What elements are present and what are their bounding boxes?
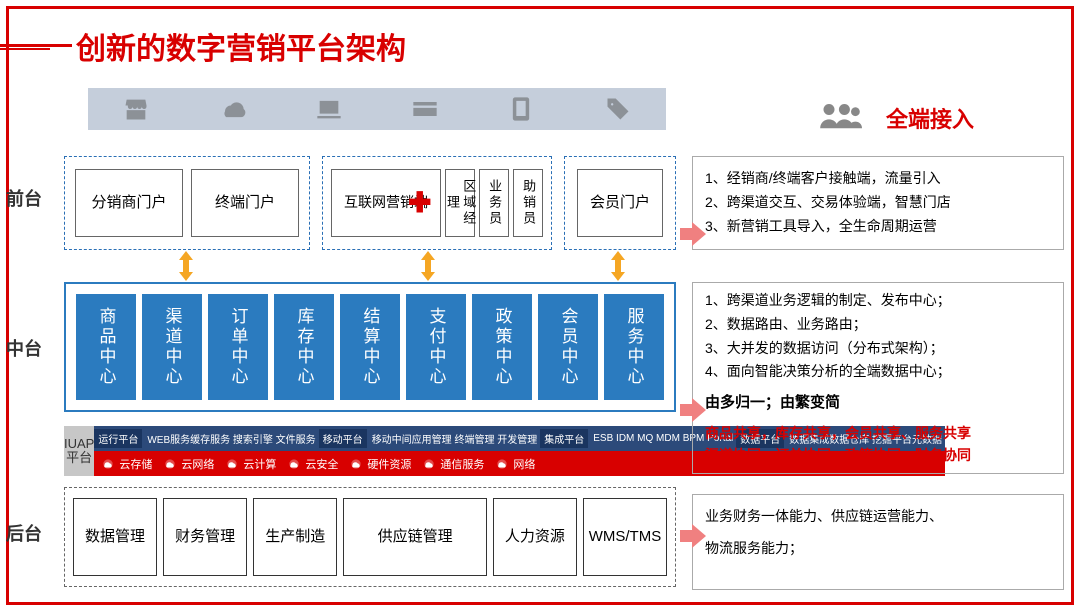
mid-container: 商品中心渠道中心订单中心库存中心结算中心支付中心政策中心会员中心服务中心 bbox=[64, 282, 676, 412]
mid-center-box: 政策中心 bbox=[472, 294, 532, 400]
iuap-service: 云计算 bbox=[224, 456, 276, 472]
mid-center-box: 库存中心 bbox=[274, 294, 334, 400]
row-label-mid: 中台 bbox=[0, 335, 42, 361]
mid-center-box: 结算中心 bbox=[340, 294, 400, 400]
desc-line: 3、大并发的数据访问（分布式架构）； bbox=[705, 337, 1051, 361]
front-group-3: 会员门户 bbox=[564, 156, 676, 250]
desc-line: 3、新营销工具导入，全生命周期运营 bbox=[705, 215, 1051, 239]
iuap-service: 云网络 bbox=[162, 456, 214, 472]
people-icon bbox=[818, 100, 862, 130]
front-box: 助销员 bbox=[513, 169, 543, 237]
back-box: 生产制造 bbox=[253, 498, 337, 576]
arrow-updown-icon bbox=[418, 251, 438, 281]
desc-red-line: 商品共享，库存共享，会员共享、服务共享 bbox=[705, 422, 1051, 444]
back-box: 财务管理 bbox=[163, 498, 247, 576]
title-accent-2 bbox=[0, 48, 50, 50]
tag-icon bbox=[601, 95, 635, 123]
tablet-icon bbox=[504, 95, 538, 123]
iuap-service: 硬件资源 bbox=[348, 456, 411, 472]
row-label-front: 前台 bbox=[0, 185, 42, 211]
iuap-service: 网络 bbox=[494, 456, 535, 472]
front-box: 区域经理 bbox=[445, 169, 475, 237]
desc-panel-3: 业务财务一体能力、供应链运营能力、物流服务能力； bbox=[692, 494, 1064, 590]
right-title: 全端接入 bbox=[886, 102, 974, 134]
desc-panel-2: 1、跨渠道业务逻辑的制定、发布中心；2、数据路由、业务路由；3、大并发的数据访问… bbox=[692, 282, 1064, 474]
laptop-icon bbox=[312, 95, 346, 123]
mid-center-box: 支付中心 bbox=[406, 294, 466, 400]
desc-line: 1、跨渠道业务逻辑的制定、发布中心； bbox=[705, 289, 1051, 313]
desc-line: 业务财务一体能力、供应链运营能力、 bbox=[705, 505, 1051, 529]
front-box: 业务员 bbox=[479, 169, 509, 237]
page-title: 创新的数字营销平台架构 bbox=[76, 24, 406, 68]
cloud-cart-icon bbox=[215, 95, 249, 123]
front-box: 会员门户 bbox=[577, 169, 663, 237]
mid-center-box: 会员中心 bbox=[538, 294, 598, 400]
desc-panel-1: 1、经销商/终端客户接触端，流量引入2、跨渠道交互、交易体验端，智慧门店3、新营… bbox=[692, 156, 1064, 250]
iuap-label: IUAP平台 bbox=[64, 426, 94, 476]
back-container: 数据管理财务管理生产制造供应链管理人力资源WMS/TMS bbox=[64, 487, 676, 587]
front-group-2: 互联网营销端 区域经理 业务员 助销员 bbox=[322, 156, 552, 250]
channel-icon-bar bbox=[88, 88, 666, 130]
desc-red-line: 渠道协同，订单协同，政策协同、财务协同 bbox=[705, 444, 1051, 466]
desc-line: 物流服务能力； bbox=[705, 537, 1051, 561]
store-icon bbox=[119, 95, 153, 123]
back-box: WMS/TMS bbox=[583, 498, 667, 576]
title-accent-1 bbox=[0, 44, 72, 47]
iuap-service: 云存储 bbox=[100, 456, 152, 472]
iuap-bar: IUAP平台 运行平台WEB服务缓存服务 搜索引擎 文件服务移动平台移动中间应用… bbox=[64, 426, 676, 476]
mid-center-box: 商品中心 bbox=[76, 294, 136, 400]
row-label-back: 后台 bbox=[0, 520, 42, 546]
desc-bold: 由多归一；由繁变简 bbox=[705, 390, 1051, 416]
back-box: 供应链管理 bbox=[343, 498, 486, 576]
arrow-right-icon bbox=[680, 524, 706, 548]
iuap-service: 通信服务 bbox=[421, 456, 484, 472]
arrow-right-icon bbox=[680, 398, 706, 422]
desc-line: 2、跨渠道交互、交易体验端，智慧门店 bbox=[705, 191, 1051, 215]
arrow-updown-icon bbox=[608, 251, 628, 281]
front-box: 分销商门户 bbox=[75, 169, 183, 237]
card-icon bbox=[408, 95, 442, 123]
arrow-right-icon bbox=[680, 222, 706, 246]
mid-center-box: 服务中心 bbox=[604, 294, 664, 400]
back-box: 人力资源 bbox=[493, 498, 577, 576]
mid-center-box: 渠道中心 bbox=[142, 294, 202, 400]
back-box: 数据管理 bbox=[73, 498, 157, 576]
arrow-updown-icon bbox=[176, 251, 196, 281]
plus-icon: ✚ bbox=[408, 186, 431, 219]
desc-line: 2、数据路由、业务路由； bbox=[705, 313, 1051, 337]
iuap-service: 云安全 bbox=[286, 456, 338, 472]
desc-line: 1、经销商/终端客户接触端，流量引入 bbox=[705, 167, 1051, 191]
desc-line: 4、面向智能决策分析的全端数据中心； bbox=[705, 360, 1051, 384]
mid-center-box: 订单中心 bbox=[208, 294, 268, 400]
front-group-1: 分销商门户 终端门户 bbox=[64, 156, 310, 250]
front-box: 终端门户 bbox=[191, 169, 299, 237]
